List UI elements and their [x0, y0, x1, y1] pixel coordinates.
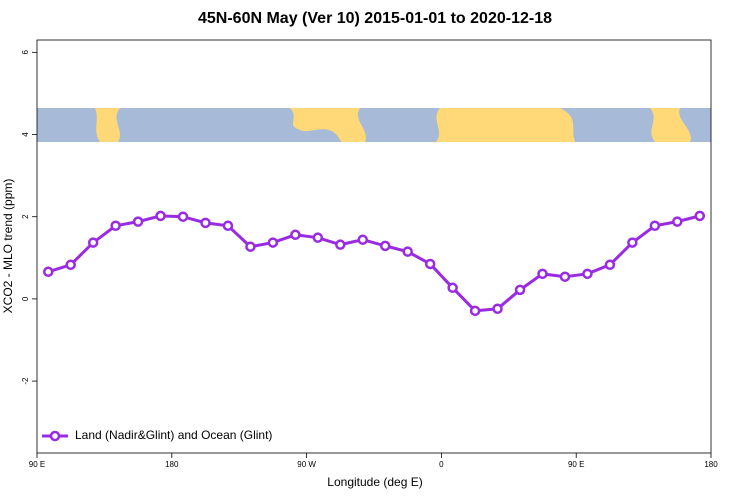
point: [312, 232, 324, 243]
x-tick-label: 90 E: [29, 460, 45, 469]
point: [335, 239, 346, 250]
point: [492, 303, 503, 315]
x-tick-label: 90 W: [297, 460, 316, 469]
plot-frame: [36, 39, 712, 454]
map-band: [37, 108, 711, 142]
x-tick-label: 0: [439, 460, 444, 469]
x-axis-label: Longitude (deg E): [327, 475, 422, 489]
point: [87, 237, 99, 248]
x-tick-label: 90 E: [568, 460, 584, 469]
point: [42, 266, 54, 278]
point: [290, 229, 301, 241]
point: [177, 211, 189, 222]
point: [110, 220, 121, 231]
y-tick-label: 6: [21, 50, 30, 55]
y-tick-label: -2: [21, 377, 30, 385]
point: [424, 258, 436, 270]
point: [65, 259, 76, 271]
point: [582, 268, 593, 280]
point: [379, 240, 391, 252]
point: [537, 268, 548, 280]
legend-label: Land (Nadir&Glint) and Ocean (Glint): [75, 428, 272, 442]
point: [672, 216, 683, 227]
point: [694, 210, 706, 222]
chart-title: 45N-60N May (Ver 10) 2015-01-01 to 2020-…: [198, 10, 552, 27]
point: [267, 237, 279, 248]
point: [132, 216, 144, 227]
y-axis-label: XCO2 - MLO trend (ppm): [1, 179, 15, 314]
series-line: [47, 214, 701, 313]
point: [649, 220, 661, 231]
point: [514, 284, 526, 296]
y-tick-label: 4: [21, 132, 30, 137]
point: [245, 241, 256, 252]
point: [469, 305, 481, 317]
point: [402, 246, 413, 257]
y-tick-label: 2: [21, 214, 30, 219]
point: [447, 282, 458, 294]
point: [155, 210, 166, 222]
x-tick-label: 180: [704, 460, 718, 469]
point: [559, 271, 571, 282]
point: [357, 234, 369, 245]
legend-marker: [49, 430, 61, 442]
y-tick-label: 0: [21, 296, 30, 301]
point: [200, 217, 211, 229]
x-tick-label: 180: [165, 460, 179, 469]
point: [627, 237, 638, 248]
point: [604, 259, 616, 271]
point: [222, 220, 234, 231]
